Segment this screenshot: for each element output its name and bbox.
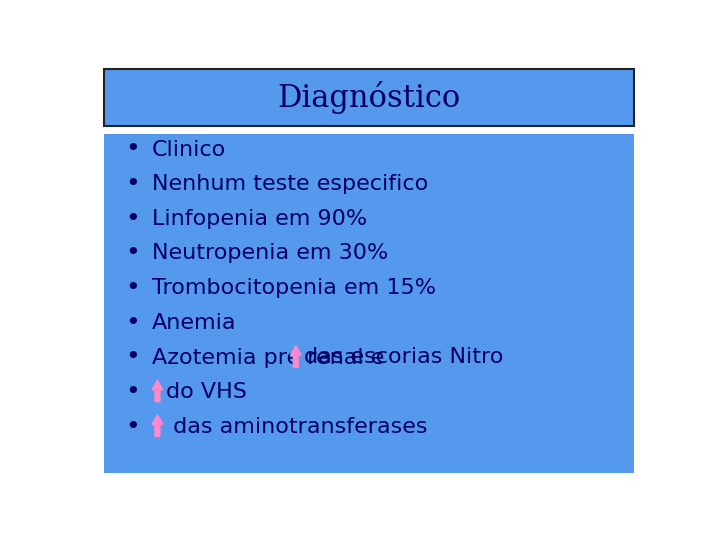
Text: Neutropenia em 30%: Neutropenia em 30% — [152, 244, 388, 264]
Text: Clinico: Clinico — [152, 139, 226, 159]
Text: do VHS: do VHS — [166, 382, 247, 402]
Text: •: • — [125, 380, 140, 404]
FancyArrow shape — [152, 380, 163, 402]
Text: Linfopenia em 90%: Linfopenia em 90% — [152, 209, 367, 229]
FancyBboxPatch shape — [104, 69, 634, 126]
FancyArrow shape — [290, 346, 301, 367]
Text: Anemia: Anemia — [152, 313, 236, 333]
Text: •: • — [125, 138, 140, 161]
FancyBboxPatch shape — [104, 134, 634, 473]
Text: •: • — [125, 207, 140, 231]
FancyArrow shape — [152, 415, 163, 436]
Text: Diagnóstico: Diagnóstico — [277, 81, 461, 114]
Text: Trombocitopenia em 15%: Trombocitopenia em 15% — [152, 278, 436, 298]
Text: das aminotransferases: das aminotransferases — [166, 417, 428, 437]
Text: •: • — [125, 276, 140, 300]
Text: Azotemia pré renal e: Azotemia pré renal e — [152, 347, 392, 368]
Text: das escorias Nitro: das escorias Nitro — [304, 347, 503, 367]
Text: •: • — [125, 241, 140, 266]
Text: •: • — [125, 310, 140, 335]
Text: •: • — [125, 346, 140, 369]
Text: •: • — [125, 172, 140, 196]
Text: •: • — [125, 415, 140, 438]
Text: Nenhum teste especifico: Nenhum teste especifico — [152, 174, 428, 194]
